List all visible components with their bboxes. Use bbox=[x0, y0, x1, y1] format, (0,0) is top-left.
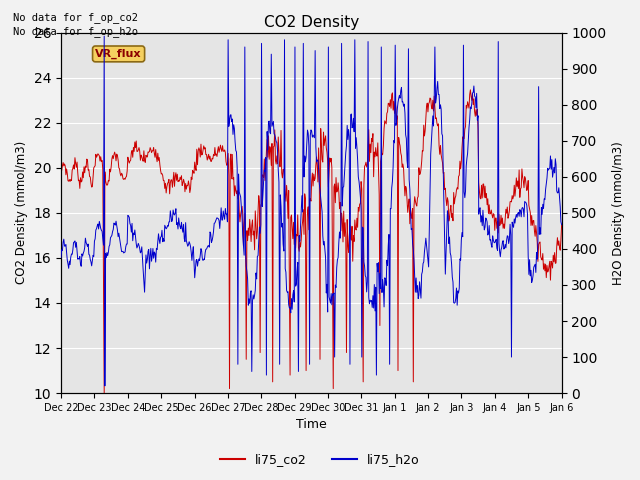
Y-axis label: CO2 Density (mmol/m3): CO2 Density (mmol/m3) bbox=[15, 141, 28, 285]
Y-axis label: H2O Density (mmol/m3): H2O Density (mmol/m3) bbox=[612, 141, 625, 285]
Title: CO2 Density: CO2 Density bbox=[264, 15, 359, 30]
Text: VR_flux: VR_flux bbox=[95, 49, 142, 59]
X-axis label: Time: Time bbox=[296, 419, 326, 432]
Text: No data for f_op_co2: No data for f_op_co2 bbox=[13, 12, 138, 23]
Text: No data for f_op_h2o: No data for f_op_h2o bbox=[13, 26, 138, 37]
Legend: li75_co2, li75_h2o: li75_co2, li75_h2o bbox=[215, 448, 425, 471]
